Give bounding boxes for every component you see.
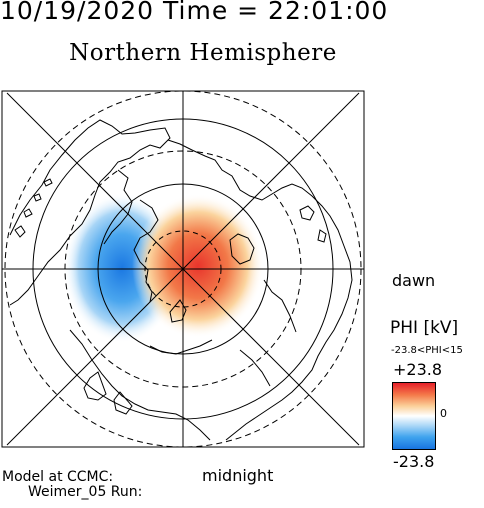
colorbar-title: PHI [kV]: [390, 318, 459, 338]
midnight-label: midnight: [202, 466, 274, 485]
colorbar-range: -23.8<PHI<15: [391, 345, 463, 356]
colorbar-max-label: +23.8: [393, 360, 443, 379]
colorbar: [392, 382, 436, 450]
dawn-label: dawn: [392, 271, 436, 290]
model-credit-line1: Model at CCMC:: [2, 469, 114, 485]
meridian-lines: [2, 91, 364, 447]
positive-potential-cell: [132, 194, 264, 338]
model-credit-line2: Weimer_05 Run:: [28, 484, 143, 500]
header-datetime: 10/19/2020 Time = 22:01:00: [0, 0, 389, 25]
colorbar-zero-label: 0: [440, 407, 447, 420]
coastlines: [9, 119, 353, 441]
plot-title: Northern Hemisphere: [69, 40, 337, 66]
map-frame: [1, 90, 365, 448]
colorbar-min-label: -23.8: [393, 452, 435, 471]
